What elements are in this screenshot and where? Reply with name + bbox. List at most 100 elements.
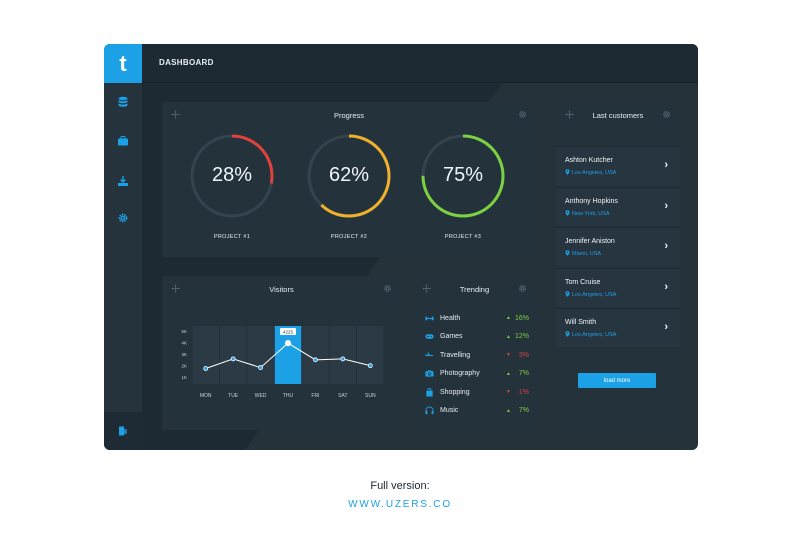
- trending-item-photography[interactable]: Photography ▲ 7%: [425, 368, 529, 380]
- location-pin-icon: [565, 250, 570, 256]
- trending-item-name: Travelling: [440, 351, 471, 359]
- headphones-icon: [425, 406, 434, 415]
- visitors-column[interactable]: [302, 326, 329, 384]
- customer-name: Jennifer Aniston: [565, 238, 615, 245]
- trending-title: Trending: [459, 285, 490, 294]
- customer-row[interactable]: Anthony Hopkins New York, USA ›: [556, 186, 680, 226]
- trend-arrow-icon: ▼: [506, 352, 511, 358]
- footer-label: Full version:: [370, 480, 430, 492]
- chevron-right-icon[interactable]: ›: [664, 240, 668, 252]
- progress-ring-arc: [421, 134, 505, 218]
- trending-item-name: Photography: [440, 370, 480, 377]
- sidebar-logout[interactable]: [104, 412, 142, 450]
- progress-panel: Progress 28% PROJECT #1 62% PROJECT #2 75% PR…: [162, 102, 536, 257]
- visitors-highlight-column[interactable]: [274, 326, 302, 384]
- gear-icon[interactable]: [383, 284, 392, 293]
- trending-item-shopping[interactable]: Shopping ▼ 1%: [425, 386, 529, 398]
- progress-value: 75%: [442, 164, 484, 186]
- visitors-column[interactable]: [247, 326, 274, 384]
- chevron-right-icon[interactable]: ›: [664, 321, 668, 333]
- airplane-icon: [425, 351, 434, 356]
- y-tick-label: 3K: [181, 352, 187, 357]
- visitors-point[interactable]: [340, 356, 346, 362]
- customer-location: Los Angeles, USA: [565, 169, 616, 176]
- gear-icon[interactable]: [662, 110, 671, 119]
- dashboard-window: t DASHBOARD Progress: [104, 44, 698, 450]
- customer-name: Anthony Hopkins: [565, 197, 618, 205]
- sidebar-item-settings[interactable]: [104, 207, 142, 229]
- progress-ring-2: [307, 134, 391, 218]
- gamepad-icon: [425, 334, 434, 339]
- customer-row[interactable]: Ashton Kutcher Los Angeles, USA ›: [556, 146, 680, 185]
- visitors-column[interactable]: [357, 326, 384, 384]
- x-tick-label: TUE: [228, 393, 239, 399]
- visitors-column[interactable]: [329, 326, 357, 384]
- visitors-point[interactable]: [284, 340, 292, 347]
- visitors-title: Visitors: [269, 285, 294, 294]
- trending-item-name: Shopping: [440, 388, 470, 396]
- chevron-right-icon[interactable]: ›: [664, 159, 668, 171]
- trending-item-value: 7%: [518, 370, 529, 377]
- visitors-column[interactable]: [219, 326, 247, 384]
- move-icon[interactable]: [171, 110, 180, 119]
- logout-door-icon: [119, 426, 127, 436]
- move-icon[interactable]: [422, 284, 431, 293]
- trending-item-name: Music: [440, 407, 459, 414]
- customer-location-text: Los Angeles, USA: [572, 332, 617, 338]
- visitors-tooltip-label: 4225: [283, 329, 294, 334]
- gear-icon: [118, 213, 128, 223]
- customer-row[interactable]: Tom Cruise Los Angeles, USA ›: [556, 267, 680, 307]
- y-tick-label: 4K: [181, 341, 187, 346]
- y-tick-label: 1K: [181, 375, 187, 380]
- progress-value: 28%: [211, 164, 253, 186]
- customer-name: Ashton Kutcher: [565, 157, 613, 164]
- download-tray-icon: [118, 176, 128, 186]
- x-tick-label: SAT: [338, 393, 347, 399]
- gear-icon[interactable]: [518, 284, 527, 293]
- trending-item-value: 1%: [518, 388, 529, 396]
- dumbbell-icon: [425, 316, 434, 320]
- customer-location: Los Angeles, USA: [565, 331, 616, 338]
- chevron-right-icon[interactable]: ›: [664, 199, 668, 212]
- trending-item-health[interactable]: Health ▲ 16%: [425, 312, 529, 324]
- customer-location-text: Miami, USA: [572, 251, 602, 257]
- footer-url[interactable]: WWW.UZERS.CO: [348, 499, 452, 510]
- customer-row[interactable]: Will Smith Los Angeles, USA ›: [556, 308, 680, 347]
- sidebar-item-download[interactable]: [104, 170, 142, 192]
- visitors-point[interactable]: [313, 357, 318, 363]
- chevron-right-icon[interactable]: ›: [664, 280, 668, 293]
- x-tick-label: THU: [283, 393, 294, 399]
- progress-ring-1: [190, 134, 274, 218]
- move-icon[interactable]: [171, 284, 180, 293]
- trending-item-music[interactable]: Music ▲ 7%: [425, 405, 529, 417]
- visitors-column[interactable]: [192, 326, 219, 384]
- gear-icon[interactable]: [518, 110, 527, 119]
- x-tick-label: FRI: [311, 393, 319, 399]
- sidebar-item-briefcase[interactable]: [104, 130, 142, 152]
- customer-location: New York, USA: [565, 209, 610, 217]
- visitors-point[interactable]: [367, 363, 373, 369]
- trending-item-travelling[interactable]: Travelling ▼ 3%: [425, 349, 529, 361]
- location-pin-icon: [565, 331, 570, 337]
- top-bar: DASHBOARD: [142, 44, 698, 83]
- y-tick-label: 2K: [181, 364, 187, 369]
- visitors-point[interactable]: [258, 365, 263, 370]
- sidebar-item-database[interactable]: [104, 91, 142, 113]
- customer-row[interactable]: Jennifer Aniston Miami, USA ›: [556, 227, 680, 266]
- trending-item-name: Health: [440, 314, 461, 322]
- progress-value: 62%: [328, 164, 370, 186]
- y-tick-label: 5K: [181, 329, 187, 334]
- customer-location-text: Los Angeles, USA: [572, 291, 617, 298]
- trending-panel: Trending Health ▲ 16% Games ▲ 12% Travelling ▼ 3…: [413, 276, 536, 430]
- x-tick-label: SUN: [365, 393, 376, 399]
- load-more-button[interactable]: load more: [578, 373, 656, 388]
- move-icon[interactable]: [565, 110, 574, 119]
- trending-item-games[interactable]: Games ▲ 12%: [425, 331, 529, 343]
- progress-project-label: PROJECT #1: [213, 234, 251, 240]
- briefcase-icon: [118, 136, 128, 146]
- visitors-point[interactable]: [230, 356, 236, 362]
- page-title: DASHBOARD: [159, 58, 214, 67]
- visitors-point[interactable]: [203, 366, 209, 371]
- app-logo[interactable]: t: [104, 44, 142, 83]
- customers-panel: Last customers Ashton Kutcher Los Angeles…: [556, 102, 680, 430]
